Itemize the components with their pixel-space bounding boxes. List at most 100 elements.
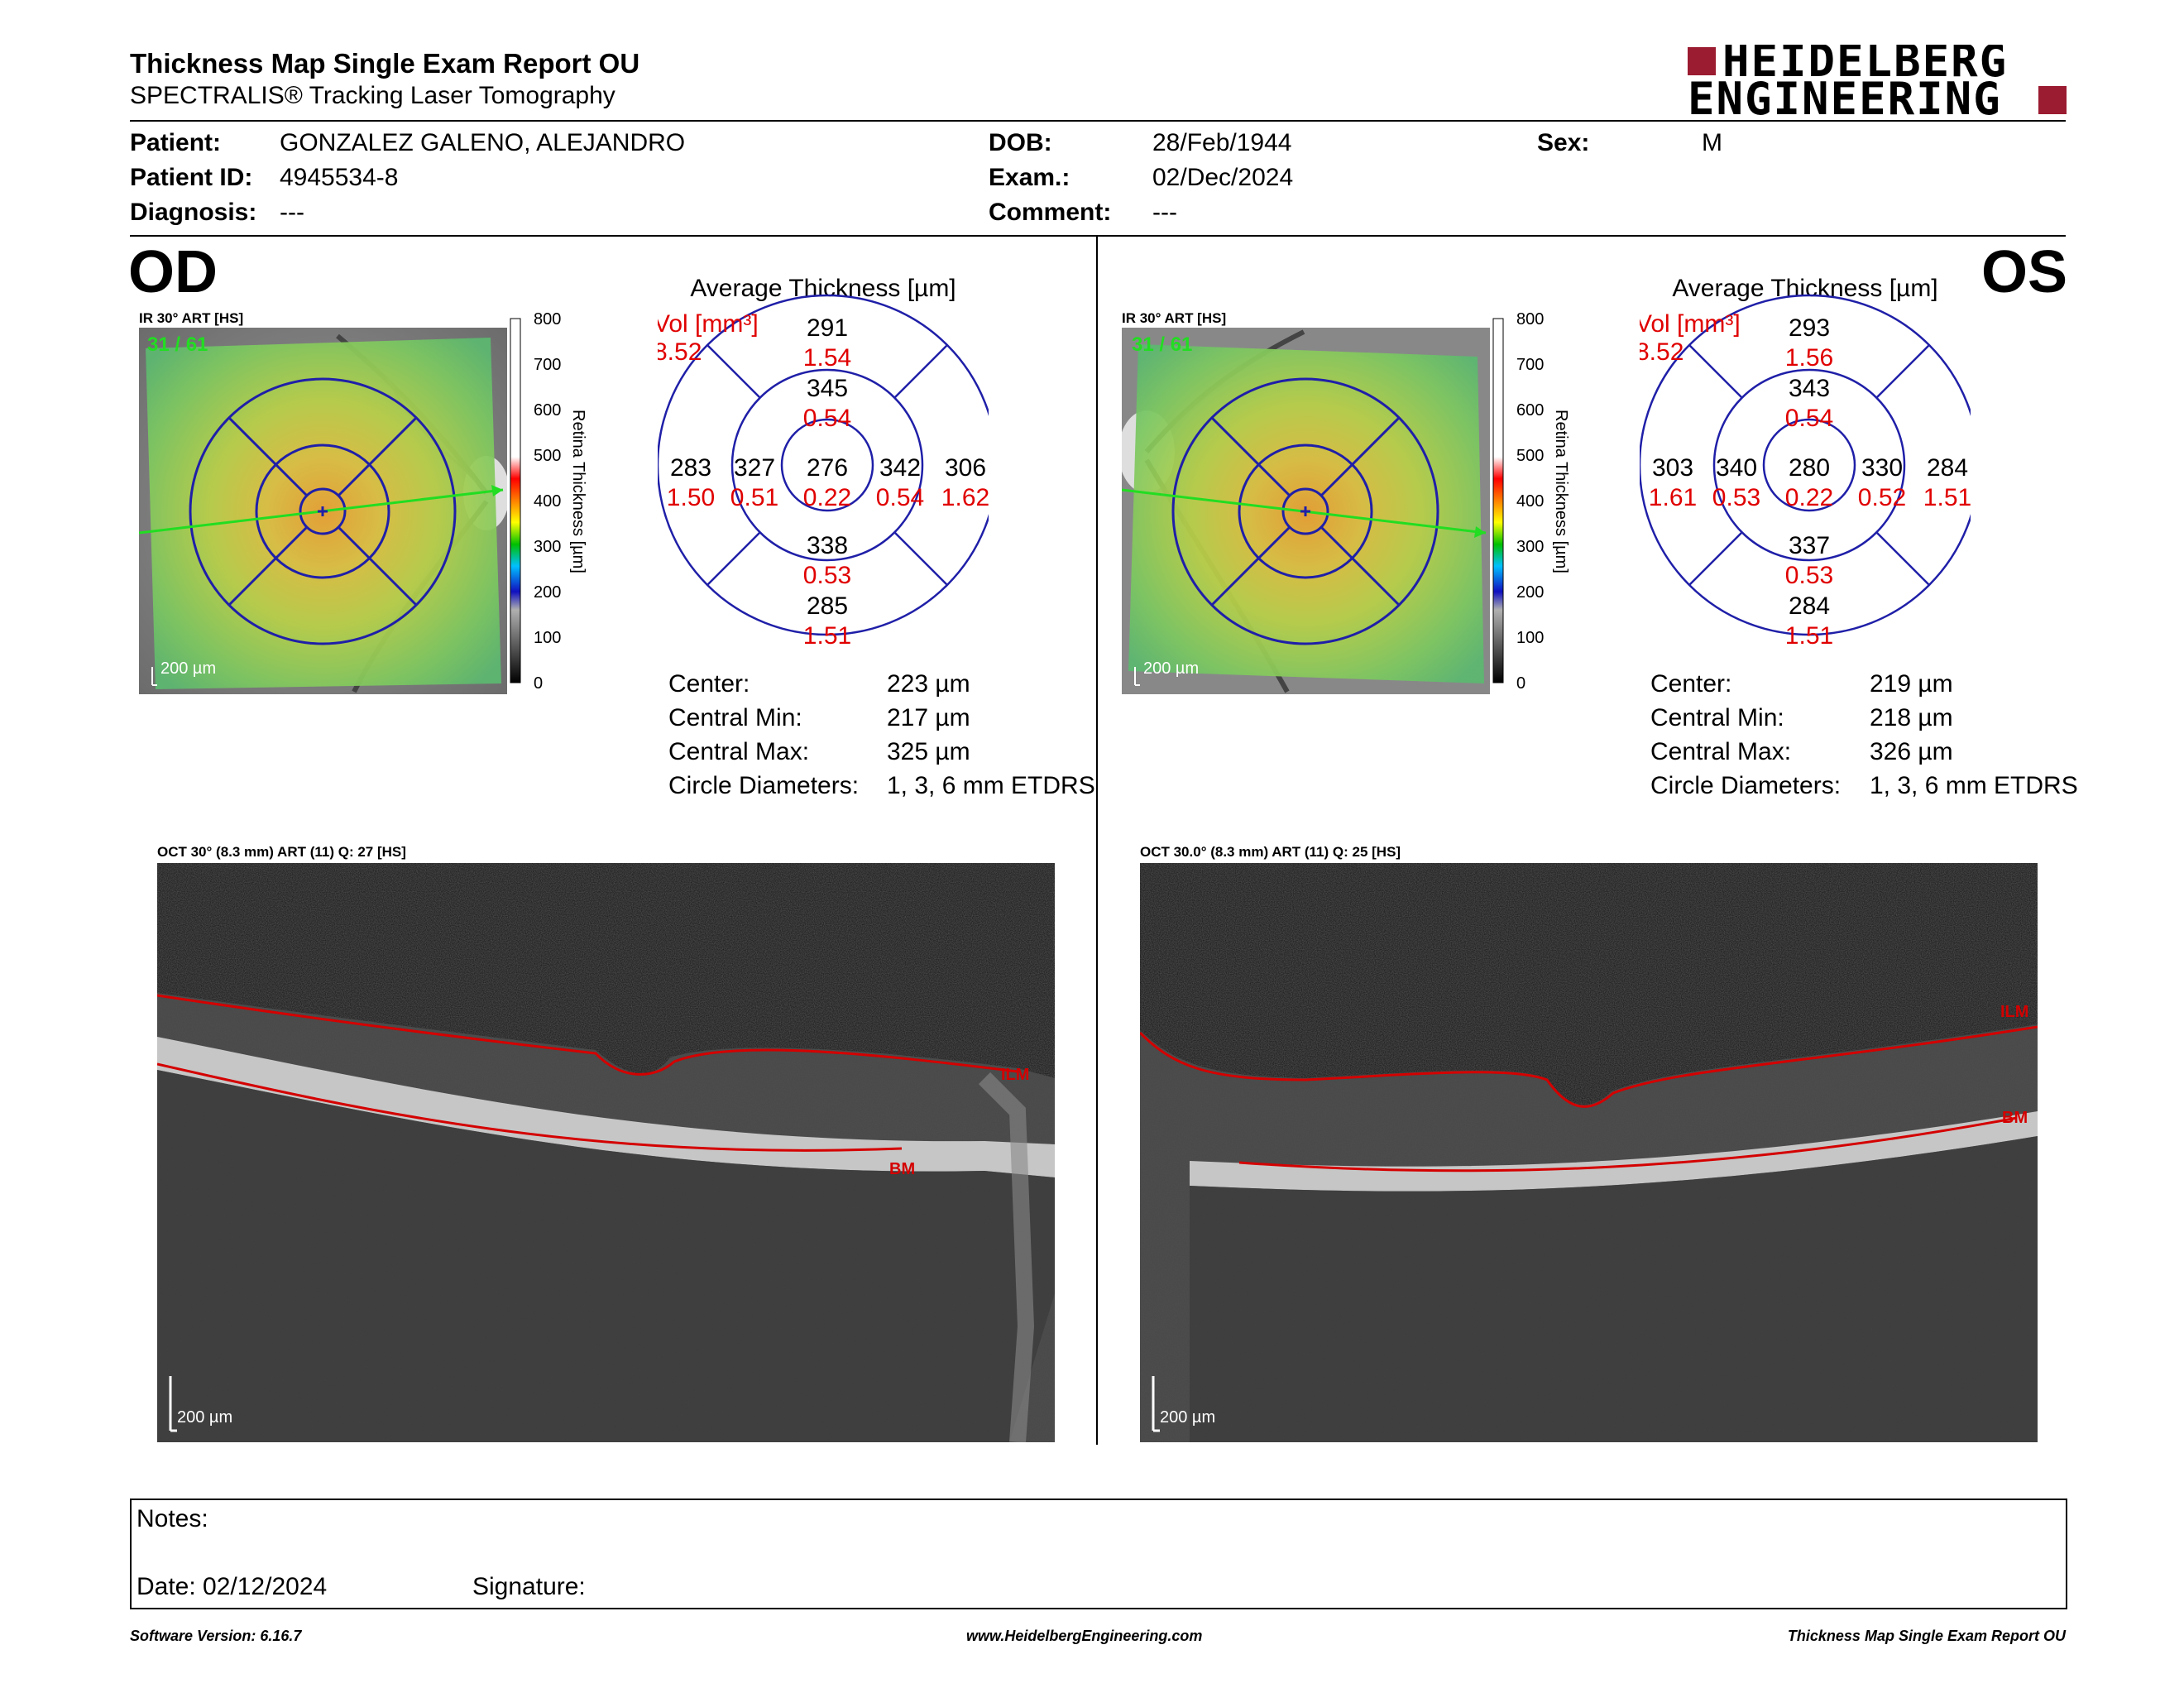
os-inner-temp-vol: 0.53 (1712, 484, 1760, 511)
exam-value: 02/Dec/2024 (1152, 164, 1294, 191)
od-oct-scale: 200 µm (177, 1408, 232, 1427)
os-inner-inf-vol: 0.53 (1785, 562, 1833, 589)
os-etdrs-grid: Average Thickness [µm] Vol [mm³] 8.52 29… (1636, 266, 1980, 655)
od-inner-inf-vol: 0.53 (803, 562, 851, 589)
scale-tick-300: 300 (1516, 538, 1544, 556)
od-ir-label: IR 30° ART [HS] (139, 310, 244, 326)
os-center-thickness: 280 (1789, 454, 1830, 482)
od-inner-inf-thickness: 338 (807, 532, 848, 559)
scale-tick-500: 500 (534, 447, 561, 465)
od-stat-max-value: 325 µm (887, 738, 970, 765)
diagnosis-value: --- (280, 199, 304, 226)
od-inner-temp-vol: 0.51 (730, 484, 778, 511)
dob-value: 28/Feb/1944 (1152, 129, 1292, 156)
os-thickness-map: 31 / 61 200 µm (1118, 328, 1490, 694)
os-stat-min-value: 218 µm (1870, 704, 1953, 731)
os-stat-max-label: Central Max: (1650, 738, 1792, 765)
patient-label: Patient: (130, 129, 222, 156)
od-stat-diam-value: 1, 3, 6 mm ETDRS (887, 772, 1095, 799)
os-outer-inf-vol: 1.51 (1785, 622, 1833, 650)
od-inner-temp-thickness: 327 (734, 454, 775, 482)
os-inner-inf-thickness: 337 (1789, 532, 1830, 559)
scale-tick-700: 700 (1516, 356, 1544, 374)
od-stat-min-value: 217 µm (887, 704, 970, 731)
os-ilm-label: ILM (2000, 1003, 2028, 1021)
od-frame-count: 31 / 61 (147, 333, 208, 356)
od-inner-nas-vol: 0.54 (876, 484, 924, 511)
os-avg-title: Average Thickness [µm] (1672, 275, 1937, 302)
patient-id-value: 4945534-8 (280, 164, 399, 191)
scale-tick-100: 100 (534, 629, 561, 647)
os-oct-scale: 200 µm (1160, 1408, 1215, 1427)
os-outer-nas-vol: 1.51 (1923, 484, 1971, 511)
od-etdrs-grid: Average Thickness [µm] Vol [mm³] 8.52 29… (654, 266, 999, 655)
footer-software: Software Version: 6.16.7 (130, 1628, 302, 1644)
scale-tick-600: 600 (534, 401, 561, 420)
os-outer-nas-thickness: 284 (1927, 454, 1968, 482)
exam-label: Exam.: (989, 164, 1070, 191)
report-subtitle: SPECTRALIS® Tracking Laser Tomography (130, 82, 615, 109)
scale-tick-800: 800 (534, 310, 561, 328)
notes-box[interactable]: Notes: Date: 02/12/2024 Signature: (130, 1499, 2067, 1609)
od-outer-nas-thickness: 306 (945, 454, 986, 482)
os-inner-sup-vol: 0.54 (1785, 405, 1833, 432)
od-outer-sup-thickness: 291 (807, 314, 848, 342)
sex-value: M (1702, 129, 1722, 156)
scale-tick-200: 200 (534, 583, 561, 602)
scale-tick-0: 0 (534, 674, 543, 691)
od-outer-inf-vol: 1.51 (803, 622, 851, 650)
scale-tick-700: 700 (534, 356, 561, 374)
od-center-vol: 0.22 (803, 484, 851, 511)
od-outer-temp-thickness: 283 (670, 454, 711, 482)
od-thickness-map: 31 / 61 200 µm (138, 328, 510, 694)
od-stat-center-value: 223 µm (887, 670, 970, 698)
center-divider (1096, 237, 1098, 1445)
scale-tick-400: 400 (534, 492, 561, 511)
os-stat-center-value: 219 µm (1870, 670, 1953, 698)
sex-label: Sex: (1537, 129, 1590, 156)
patient-name: GONZALEZ GALENO, ALEJANDRO (280, 129, 686, 156)
os-stat-diam-label: Circle Diameters: (1650, 772, 1842, 799)
scale-tick-500: 500 (1516, 447, 1544, 465)
patient-id-label: Patient ID: (130, 164, 253, 191)
od-scale-title: Retina Thickness [µm] (569, 410, 587, 573)
os-stat-max-value: 326 µm (1870, 738, 1953, 765)
os-outer-temp-thickness: 303 (1652, 454, 1693, 482)
os-inner-sup-thickness: 343 (1789, 375, 1830, 402)
od-color-scale: 800 700 600 500 400 300 200 100 0 Retina… (509, 310, 592, 693)
od-inner-sup-vol: 0.54 (803, 405, 851, 432)
os-stat-min-label: Central Min: (1650, 704, 1784, 731)
report-title: Thickness Map Single Exam Report OU (130, 48, 640, 79)
od-oct-label: OCT 30° (8.3 mm) ART (11) Q: 27 [HS] (157, 844, 406, 860)
od-outer-inf-thickness: 285 (807, 592, 848, 620)
od-inner-sup-thickness: 345 (807, 375, 848, 402)
os-inner-nas-vol: 0.52 (1858, 484, 1906, 511)
os-oct-scan: ILM BM 200 µm (1138, 863, 2038, 1442)
os-vol-label: Vol [mm³] (1640, 310, 1741, 338)
od-eye-label: OD (128, 239, 218, 305)
comment-label: Comment: (989, 199, 1112, 226)
od-outer-nas-vol: 1.62 (941, 484, 989, 511)
os-outer-sup-thickness: 293 (1789, 314, 1830, 342)
od-inner-nas-thickness: 342 (879, 454, 921, 482)
scale-tick-300: 300 (534, 538, 561, 556)
os-stat-center-label: Center: (1650, 670, 1732, 698)
od-stat-center-label: Center: (668, 670, 750, 698)
os-color-scale: 800 700 600 500 400 300 200 100 0 Retina… (1492, 310, 1574, 693)
os-center-vol: 0.22 (1785, 484, 1833, 511)
scale-tick-600: 600 (1516, 401, 1544, 420)
os-outer-temp-vol: 1.61 (1649, 484, 1697, 511)
os-oct-label: OCT 30.0° (8.3 mm) ART (11) Q: 25 [HS] (1140, 844, 1401, 860)
os-eye-label: OS (1981, 239, 2068, 305)
od-stat-min-label: Central Min: (668, 704, 802, 731)
signature-label: Signature: (472, 1573, 586, 1600)
logo-line2: ENGINEERING (1688, 73, 2002, 119)
os-inner-temp-thickness: 340 (1716, 454, 1757, 482)
od-stat-diam-label: Circle Diameters: (668, 772, 860, 799)
scale-tick-100: 100 (1516, 629, 1544, 647)
scale-tick-200: 200 (1516, 583, 1544, 602)
od-outer-temp-vol: 1.50 (667, 484, 715, 511)
os-ir-label: IR 30° ART [HS] (1122, 310, 1227, 326)
footer-website[interactable]: www.HeidelbergEngineering.com (966, 1628, 1203, 1644)
os-scale-title: Retina Thickness [µm] (1552, 410, 1570, 573)
